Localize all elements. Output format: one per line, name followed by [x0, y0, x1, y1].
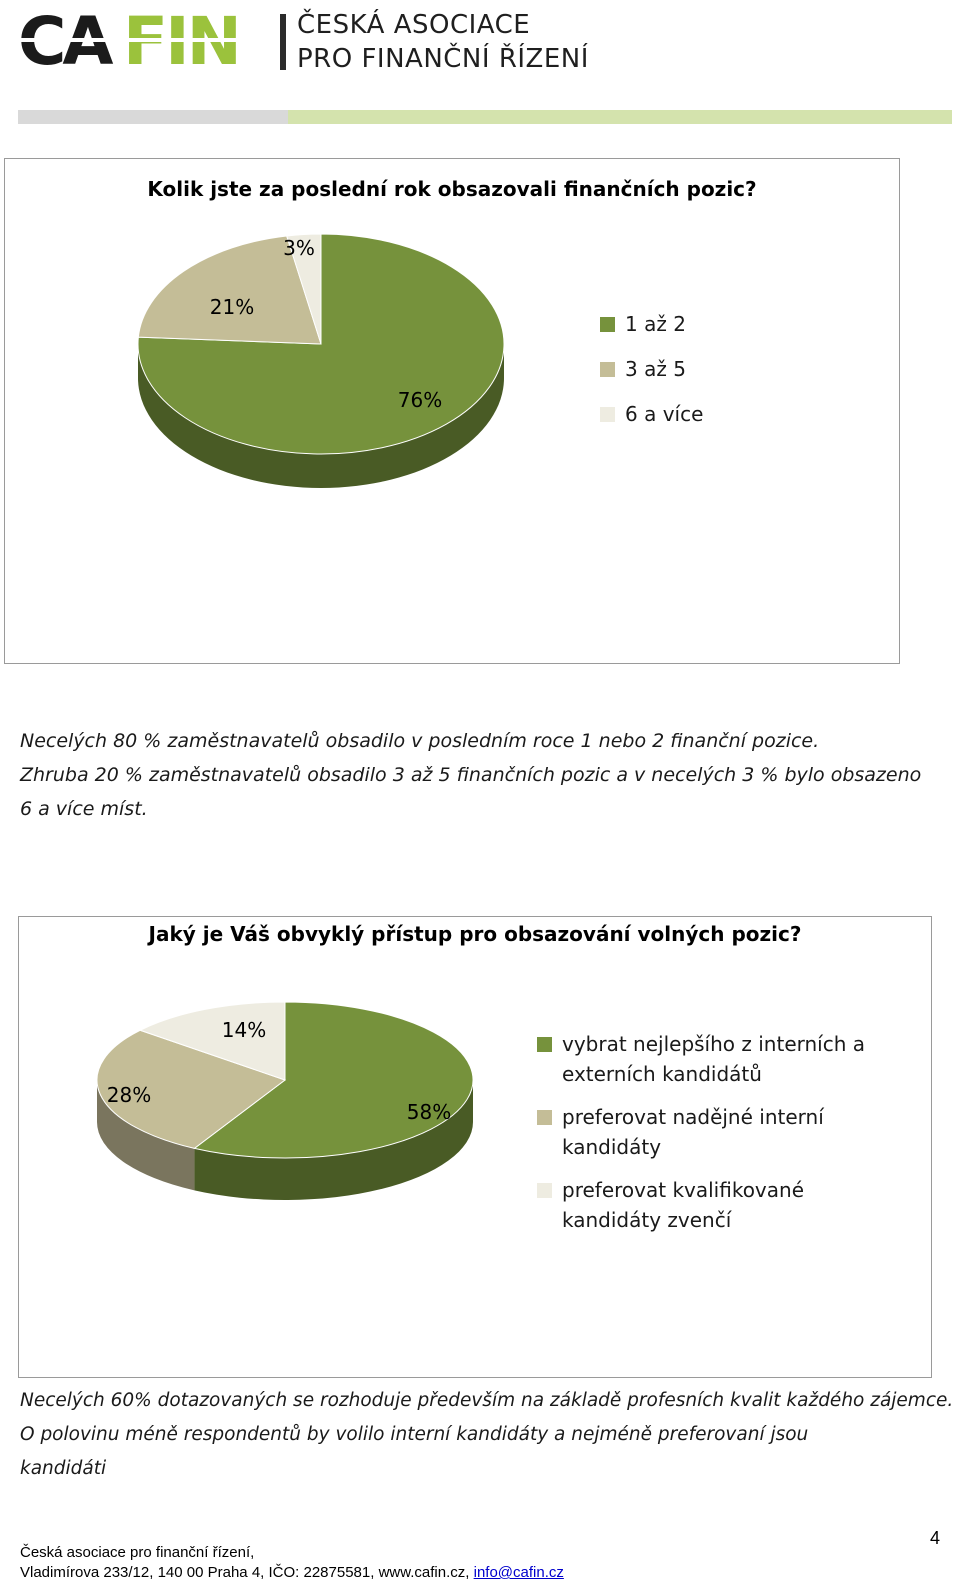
pie-side-2 [97, 1080, 195, 1191]
chart-recruitment-approach: Jaký je Váš obvyklý přístup pro obsazová… [18, 916, 932, 1378]
pie-slices [96, 1001, 474, 1159]
pie-slice-3 [286, 233, 322, 345]
pie-side-1 [138, 344, 504, 488]
legend-swatch-3 [537, 1183, 552, 1198]
pie-slice-1 [137, 233, 505, 455]
data-label-1: 58% [407, 1100, 451, 1124]
legend-label-2: kandidáty [562, 1135, 661, 1159]
pie-slice-2 [137, 235, 322, 345]
organization-name: ČESKÁ ASOCIACE PRO FINANČNÍ ŘÍZENÍ [297, 8, 589, 76]
header-bar-gray [18, 110, 288, 124]
legend-swatch-2 [600, 362, 615, 377]
pie-slice-2 [96, 1029, 287, 1149]
legend: 1 až 2 3 až 5 6 a více [600, 312, 703, 426]
page-number: 4 [929, 1528, 940, 1548]
logo-separator [280, 14, 286, 70]
legend-label-3: 6 a více [625, 402, 703, 426]
pie-side-1 [194, 1080, 474, 1200]
cafin-logo: CA FIN ČESKÁ ASOCIACE PRO FINANČNÍ ŘÍZEN… [18, 6, 638, 74]
legend-label-1: 1 až 2 [625, 312, 686, 336]
legend-swatch-1 [600, 317, 615, 332]
legend: vybrat nejlepšího z interních a externích… [537, 1032, 865, 1232]
pie-chart-recruitment-approach: 58% 28% 14% vybrat nejlepšího z interních a… [96, 1001, 865, 1232]
data-label-3: 3% [283, 236, 315, 260]
legend-label-1: externích kandidátů [562, 1062, 762, 1086]
legend-swatch-3 [600, 407, 615, 422]
data-label-3: 14% [222, 1018, 266, 1042]
paragraph-positions-summary: Necelých 80 % zaměstnavatelů obsadilo v … [20, 730, 922, 820]
chart-title: Kolik jste za poslední rok obsazovali fi… [147, 177, 757, 201]
legend-swatch-2 [537, 1110, 552, 1125]
organization-name-line1: ČESKÁ ASOCIACE [297, 10, 531, 40]
legend-label-3: preferovat kvalifikované [562, 1178, 804, 1202]
pie-side-walls [97, 1080, 474, 1200]
data-label-2: 21% [210, 295, 254, 319]
legend-label-2: preferovat nadějné interní [562, 1105, 825, 1129]
footer-line1: Česká asociace pro finanční řízení, [20, 1544, 255, 1561]
data-label-2: 28% [107, 1083, 151, 1107]
organization-name-line2: PRO FINANČNÍ ŘÍZENÍ [297, 44, 589, 74]
pie-chart-positions-filled: 76% 21% 3% 1 až 2 3 až 5 6 a více [137, 233, 703, 488]
footer-email-link[interactable]: info@cafin.cz [473, 1564, 564, 1581]
paragraph-approach-summary: Necelých 60% dotazovaných se rozhoduje p… [20, 1390, 954, 1479]
header-bar-green [288, 110, 952, 124]
pie-slice-1 [193, 1001, 474, 1159]
pie-slice-3 [138, 1001, 286, 1081]
footer-line2: Vladimírova 233/12, 140 00 Praha 4, IČO:… [20, 1563, 564, 1583]
footer-address: Vladimírova 233/12, 140 00 Praha 4, IČO:… [20, 1564, 474, 1581]
pie-slices [137, 233, 505, 455]
legend-swatch-1 [537, 1037, 552, 1052]
chart-title: Jaký je Váš obvyklý přístup pro obsazová… [148, 922, 802, 946]
chart-positions-filled: Kolik jste za poslední rok obsazovali fi… [4, 158, 900, 664]
data-label-1: 76% [398, 388, 442, 412]
legend-label-1: vybrat nejlepšího z interních a [562, 1032, 865, 1056]
pie-side-walls [138, 344, 504, 488]
cafin-logo-mark: CA FIN [18, 6, 268, 70]
footer: Česká asociace pro finanční řízení, Vlad… [20, 1543, 564, 1583]
legend-label-2: 3 až 5 [625, 357, 686, 381]
legend-label-3: kandidáty zvenčí [562, 1208, 733, 1232]
